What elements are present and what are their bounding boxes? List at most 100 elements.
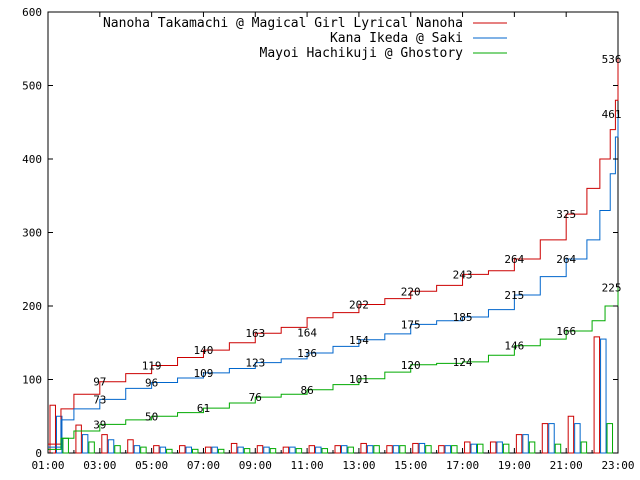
- hourly-bar: [373, 445, 380, 454]
- data-label: 175: [401, 318, 421, 331]
- data-label: 109: [194, 367, 214, 380]
- hourly-bar: [237, 446, 244, 454]
- hourly-bar: [217, 448, 225, 454]
- hourly-bar: [179, 445, 186, 454]
- series-line: [48, 59, 619, 445]
- x-tick-label: 19:00: [498, 459, 531, 472]
- hourly-bar: [334, 445, 341, 454]
- legend-label: Nanoha Takamachi @ Magical Girl Lyrical …: [103, 16, 463, 31]
- data-label: 154: [349, 334, 369, 347]
- y-tick-label: 0: [35, 447, 42, 460]
- hourly-bar: [282, 446, 290, 454]
- data-label: 264: [504, 253, 524, 266]
- data-labels: 97 119 140 163 164 202 220 243 264 325 536 73 96 109 1…: [93, 53, 621, 431]
- hourly-bar: [444, 445, 452, 454]
- axis-ticks: 0 100 200 300 400 500 600 01:00 03:00 05:00 07:00 0…: [22, 6, 634, 472]
- hourly-bar: [386, 445, 393, 454]
- data-label: 120: [401, 359, 421, 372]
- hourly-bar: [470, 443, 478, 454]
- hourly-bar: [528, 441, 536, 454]
- y-tick-label: 200: [22, 300, 42, 313]
- y-tick-label: 600: [22, 6, 42, 19]
- hourly-bar: [347, 446, 354, 454]
- hourly-bar: [451, 445, 458, 454]
- data-label: 225: [602, 282, 622, 295]
- x-tick-label: 21:00: [550, 459, 583, 472]
- hourly-bar: [438, 445, 445, 454]
- data-label: 123: [245, 357, 265, 370]
- hourly-bar: [211, 446, 218, 454]
- data-label: 185: [453, 311, 473, 324]
- hourly-bar: [606, 423, 614, 454]
- hourly-bar: [340, 445, 348, 454]
- hourly-bar: [62, 437, 69, 454]
- y-tick-label: 100: [22, 374, 42, 387]
- data-label: 264: [556, 253, 576, 266]
- data-label: 215: [504, 289, 524, 302]
- hourly-bar: [101, 434, 108, 454]
- data-label: 96: [145, 376, 158, 389]
- hourly-bar: [263, 446, 270, 454]
- hourly-bar: [392, 445, 400, 454]
- hourly-bar: [81, 434, 89, 454]
- hourly-bar: [515, 434, 523, 454]
- hourly-bar: [464, 441, 471, 454]
- hourly-bar: [256, 445, 264, 454]
- y-tick-label: 300: [22, 227, 42, 240]
- hourly-bar: [496, 441, 503, 454]
- legend-label: Kana Ikeda @ Saki: [330, 31, 463, 46]
- data-label: 325: [556, 208, 576, 221]
- hourly-bar: [185, 446, 192, 454]
- data-label: 166: [556, 325, 576, 338]
- hourly-bar: [477, 443, 484, 454]
- hourly-bars: [49, 336, 614, 454]
- legend: Nanoha Takamachi @ Magical Girl Lyrical …: [103, 16, 507, 61]
- hourly-bar: [580, 441, 588, 454]
- data-label: 140: [194, 344, 214, 357]
- hourly-bar: [192, 448, 199, 454]
- hourly-bar: [502, 443, 510, 454]
- series-line: [48, 114, 619, 448]
- y-tick-label: 400: [22, 153, 42, 166]
- hourly-bar: [360, 442, 367, 454]
- data-label: 202: [349, 299, 369, 312]
- hourly-bar: [399, 445, 406, 454]
- x-tick-label: 05:00: [135, 459, 168, 472]
- hourly-bar: [243, 448, 251, 454]
- x-tick-label: 13:00: [342, 459, 375, 472]
- hourly-bar: [366, 445, 374, 454]
- data-label: 461: [602, 108, 622, 121]
- data-label: 243: [453, 268, 473, 281]
- hourly-bar: [114, 445, 121, 454]
- data-label: 50: [145, 410, 158, 423]
- hourly-bar: [418, 442, 426, 454]
- hourly-bar: [127, 439, 134, 454]
- hourly-bar: [412, 442, 419, 454]
- x-tick-label: 01:00: [31, 459, 64, 472]
- hourly-bar: [308, 445, 316, 454]
- data-label: 97: [93, 376, 106, 389]
- hourly-bar: [289, 446, 296, 454]
- x-tick-label: 23:00: [601, 459, 634, 472]
- data-label: 76: [249, 391, 262, 404]
- y-tick-label: 500: [22, 80, 42, 93]
- data-label: 61: [197, 402, 210, 415]
- hourly-bar: [133, 445, 141, 454]
- hourly-bar: [425, 445, 432, 454]
- hourly-bar: [159, 446, 167, 454]
- data-label: 39: [93, 418, 106, 431]
- hourly-bar: [321, 448, 329, 454]
- data-label: 163: [245, 327, 265, 340]
- hourly-bar: [295, 448, 303, 454]
- hourly-bar: [204, 446, 212, 454]
- data-label: 146: [504, 340, 524, 353]
- hourly-bar: [55, 415, 63, 454]
- legend-label: Mayoi Hachikuji @ Ghostory: [260, 46, 464, 61]
- hourly-bar: [140, 446, 147, 454]
- hourly-bar: [107, 439, 115, 454]
- data-label: 136: [297, 347, 317, 360]
- hourly-bar: [522, 434, 529, 454]
- hourly-bar: [554, 443, 562, 454]
- hourly-bar: [75, 424, 82, 454]
